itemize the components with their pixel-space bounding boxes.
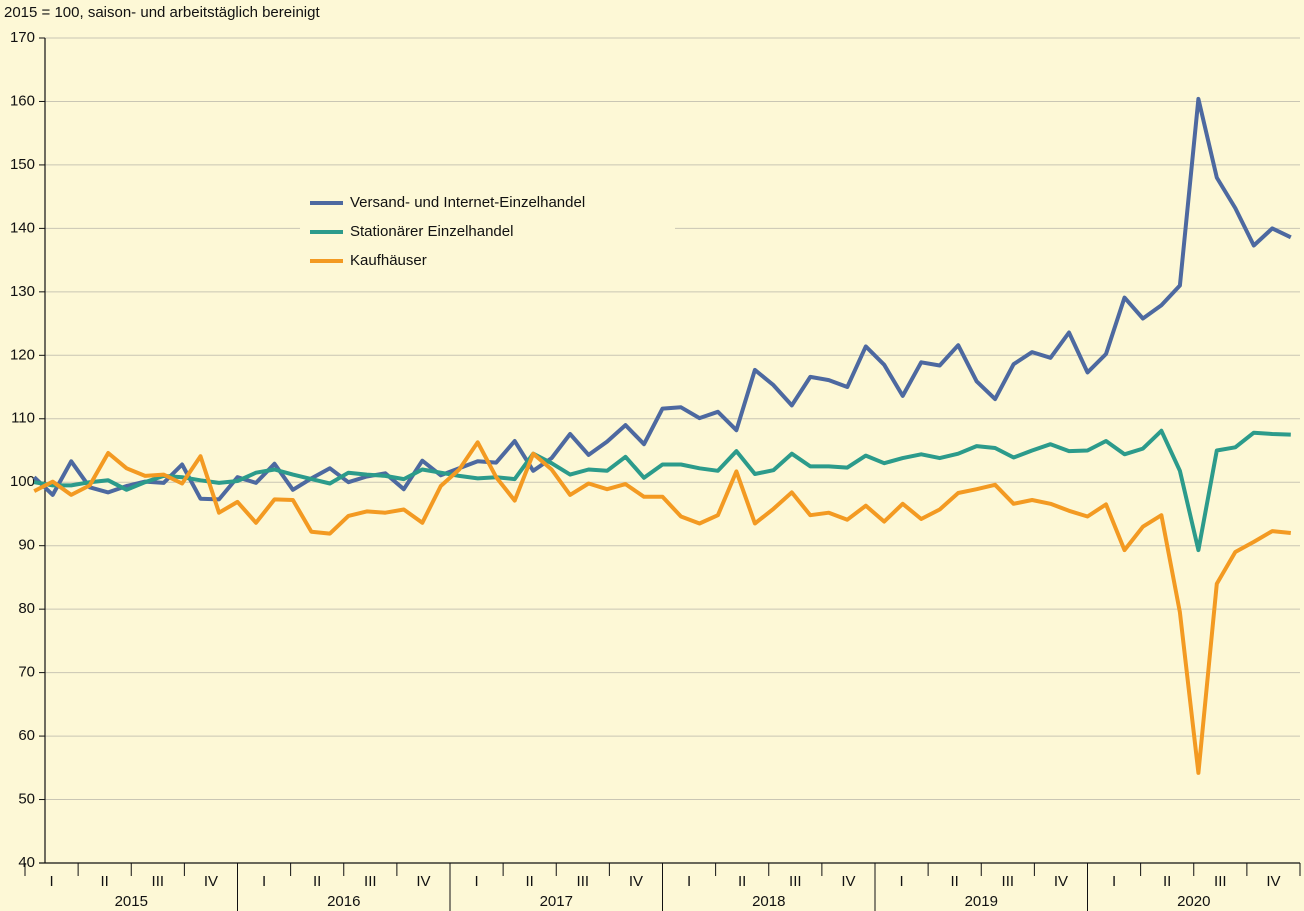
- y-tick-label: 50: [18, 791, 35, 808]
- y-tick-label: 120: [10, 346, 35, 363]
- quarter-label: I: [899, 873, 903, 890]
- quarter-label: II: [738, 873, 746, 890]
- quarter-label: IV: [416, 873, 430, 890]
- series-line: [33, 440, 1292, 775]
- chart-subtitle: 2015 = 100, saison- und arbeitstäglich b…: [4, 4, 320, 21]
- quarter-label: IV: [841, 873, 855, 890]
- y-tick-label: 110: [11, 410, 35, 427]
- year-label: 2019: [965, 893, 998, 910]
- quarter-label: II: [526, 873, 534, 890]
- quarter-label: III: [1002, 873, 1015, 890]
- legend-box: [300, 185, 675, 277]
- quarter-label: IV: [204, 873, 218, 890]
- quarter-label: IV: [1054, 873, 1068, 890]
- quarter-label: III: [364, 873, 377, 890]
- quarter-label: III: [789, 873, 802, 890]
- quarter-label: I: [49, 873, 53, 890]
- year-label: 2015: [115, 893, 148, 910]
- year-label: 2017: [540, 893, 573, 910]
- y-tick-label: 150: [10, 156, 35, 173]
- quarter-label: III: [577, 873, 590, 890]
- y-tick-label: 40: [18, 854, 35, 871]
- y-tick-label: 140: [10, 219, 35, 236]
- quarter-label: II: [101, 873, 109, 890]
- quarter-label: III: [152, 873, 165, 890]
- quarter-label: II: [951, 873, 959, 890]
- y-tick-label: 90: [18, 537, 35, 554]
- y-tick-label: 160: [10, 92, 35, 109]
- quarter-label: II: [313, 873, 321, 890]
- legend-label: Versand- und Internet-Einzelhandel: [350, 194, 585, 211]
- quarter-label: III: [1214, 873, 1227, 890]
- year-label: 2018: [752, 893, 785, 910]
- y-tick-label: 100: [10, 473, 35, 490]
- quarter-label: I: [687, 873, 691, 890]
- y-tick-label: 60: [18, 727, 35, 744]
- quarter-label: I: [474, 873, 478, 890]
- year-label: 2020: [1177, 893, 1210, 910]
- legend-label: Kaufhäuser: [350, 252, 427, 269]
- quarter-label: I: [1112, 873, 1116, 890]
- quarter-label: IV: [629, 873, 643, 890]
- quarter-label: II: [1163, 873, 1171, 890]
- series-line: [32, 96, 1292, 502]
- year-label: 2016: [327, 893, 360, 910]
- y-tick-label: 130: [10, 283, 35, 300]
- y-tick-label: 80: [18, 600, 35, 617]
- quarter-label: I: [262, 873, 266, 890]
- y-tick-label: 70: [18, 664, 35, 681]
- series-line: [33, 428, 1291, 553]
- quarter-label: IV: [1266, 873, 1280, 890]
- legend-label: Stationärer Einzelhandel: [350, 223, 513, 240]
- y-tick-label: 170: [10, 29, 35, 46]
